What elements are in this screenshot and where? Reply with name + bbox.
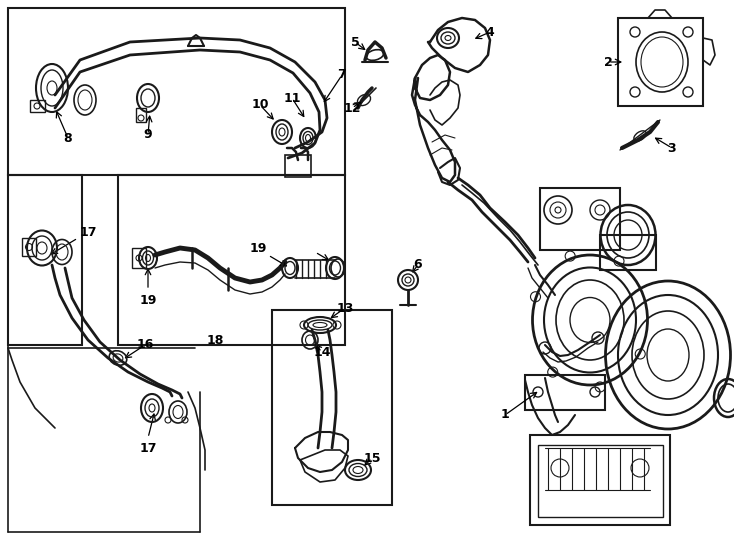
Text: 13: 13 [336,301,354,314]
Text: 16: 16 [137,339,153,352]
Text: 12: 12 [344,102,360,114]
Text: 1: 1 [501,408,509,422]
Bar [132,248,146,268]
Text: 3: 3 [668,141,676,154]
Text: 2: 2 [603,56,612,69]
Text: 5: 5 [351,36,360,49]
Text: 15: 15 [363,451,381,464]
Bar [540,188,620,250]
Bar [30,100,45,112]
Text: 11: 11 [283,91,301,105]
Bar [272,310,392,505]
Bar [136,108,146,122]
Bar [530,435,670,525]
Bar [525,375,605,410]
Text: 17: 17 [79,226,97,239]
Text: 6: 6 [414,259,422,272]
Text: 8: 8 [64,132,73,145]
Bar [618,18,703,106]
Bar [8,8,345,175]
Text: 9: 9 [144,129,153,141]
Bar [8,175,82,345]
Bar [22,238,36,256]
Bar [285,155,311,177]
Bar [600,235,656,270]
Text: 7: 7 [338,69,346,82]
Text: 17: 17 [139,442,157,455]
Text: 19: 19 [250,241,266,254]
Bar [538,445,663,517]
Text: 18: 18 [206,334,224,347]
Text: 19: 19 [139,294,156,307]
Text: 10: 10 [251,98,269,111]
Text: 4: 4 [486,25,495,38]
Bar [118,175,345,345]
Text: 14: 14 [313,346,331,359]
